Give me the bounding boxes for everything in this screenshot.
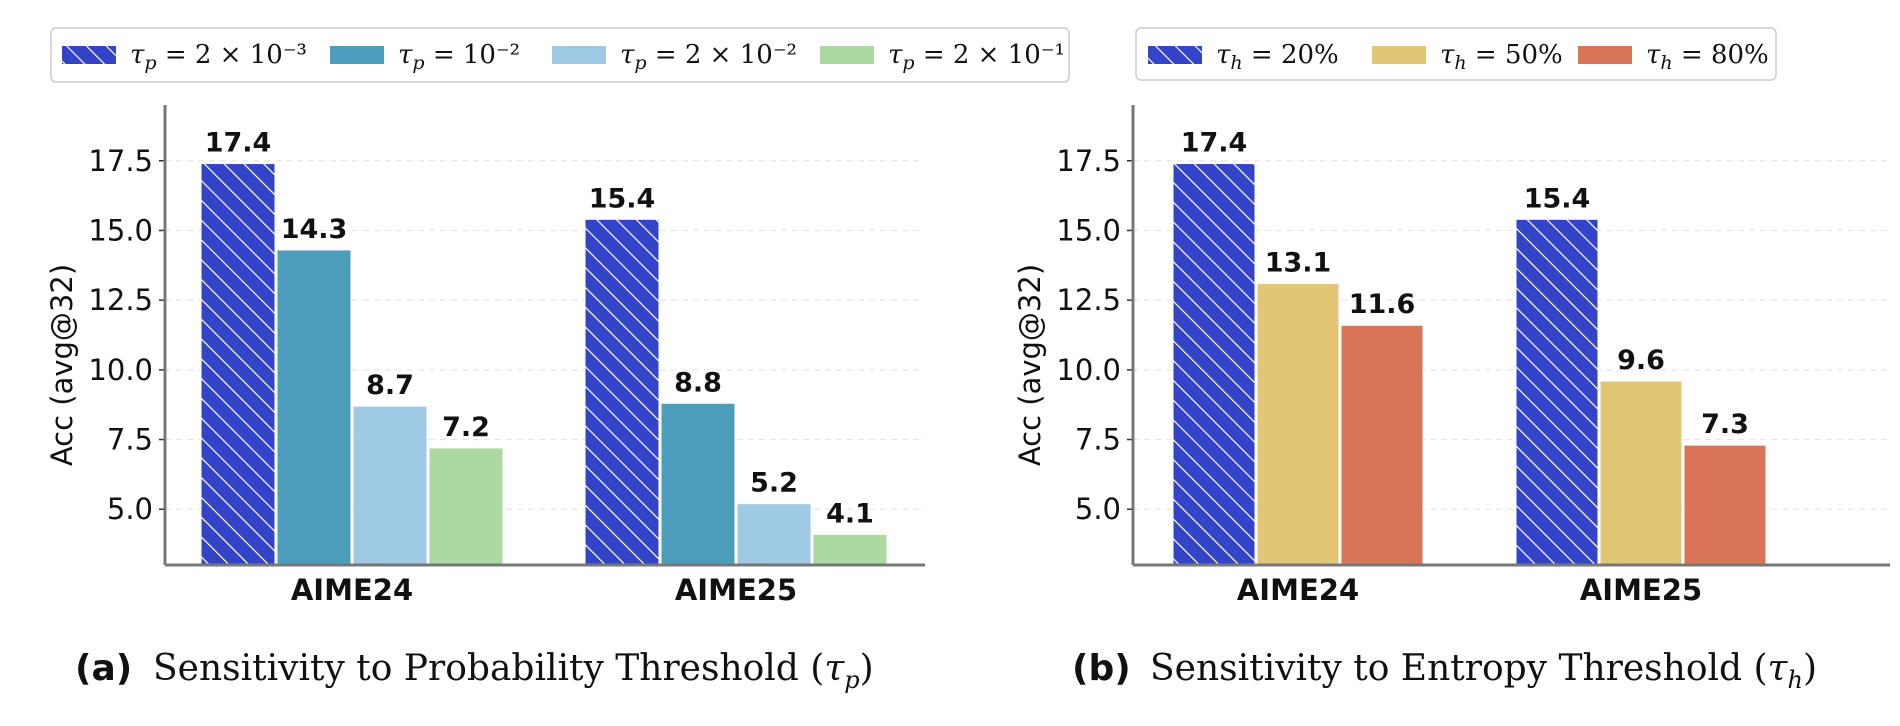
x-tick-label: AIME24 [1237,573,1359,607]
bar [200,163,276,566]
legend-entry: τp = 2 × 10⁻³ [130,40,307,74]
y-tick-label: 5.0 [1075,492,1121,526]
legend: τh = 20% τh = 50% τh = 80% [1135,27,1777,81]
chart-panel-a: 5.0 7.5 10.0 12.5 15.0 17.5 17.4 15.4 14.3 8.8 8.7… [45,27,1070,694]
bar-value-label: 4.1 [826,498,874,529]
legend-swatch [1578,46,1632,64]
bar [736,503,812,566]
legend-entry: τp = 2 × 10⁻² [620,40,797,74]
y-tick-label: 7.5 [107,423,153,457]
bar-value-label: 7.2 [442,412,490,443]
x-tick-label: AIME25 [1580,573,1702,607]
y-axis-label: Acc (avg@32) [1013,264,1047,466]
panel-label: (a) [75,648,132,689]
y-tick-label: 7.5 [1075,423,1121,457]
bar [428,447,504,566]
y-tick-label: 10.0 [1056,353,1121,387]
bar [584,218,660,566]
legend-swatch [62,46,116,64]
y-tick-label: 15.0 [88,213,153,247]
bar-value-label: 8.8 [674,367,722,398]
legend-swatch [1372,46,1426,64]
bar [1683,444,1767,566]
panel-caption: Sensitivity to Probability Threshold (τp… [153,648,874,694]
legend-entry: τh = 20% [1216,40,1339,74]
y-tick-label: 15.0 [1056,213,1121,247]
bar [276,249,352,566]
bar [660,402,736,566]
y-tick-label: 12.5 [1056,283,1121,317]
legend-swatch [330,46,384,64]
bar [1599,380,1683,566]
bar [352,405,428,566]
legend-entry: τh = 50% [1440,40,1563,74]
bar-value-label: 8.7 [366,370,414,401]
bar-value-label: 15.4 [589,183,656,214]
bar-value-label: 17.4 [1181,128,1248,159]
chart-panel-b: 5.0 7.5 10.0 12.5 15.0 17.5 17.4 15.4 13.1 9.6 11.… [1013,27,1890,694]
legend-entry: τh = 80% [1646,40,1769,74]
y-axis-label: Acc (avg@32) [45,264,79,466]
bar [812,533,888,566]
legend-swatch [552,46,606,64]
panel-caption: Sensitivity to Entropy Threshold (τh) [1150,648,1817,694]
legend-swatch [820,46,874,64]
y-tick-label: 17.5 [1056,144,1121,178]
bar-value-label: 9.6 [1617,345,1665,376]
bar-value-label: 14.3 [281,214,348,245]
bar-value-label: 13.1 [1265,247,1332,278]
legend-swatch [1148,46,1202,64]
bar [1256,282,1340,566]
y-tick-label: 10.0 [88,353,153,387]
bar-value-label: 5.2 [750,468,798,499]
y-tick-label: 17.5 [88,144,153,178]
y-tick-label: 5.0 [107,492,153,526]
bar-value-label: 15.4 [1524,183,1591,214]
x-tick-label: AIME25 [675,573,797,607]
bar-value-label: 7.3 [1701,409,1749,440]
bar-value-label: 17.4 [205,128,272,159]
legend-entry: τp = 10⁻² [398,40,520,74]
bar [1340,324,1424,566]
y-tick-label: 12.5 [88,283,153,317]
panel-label: (b) [1072,648,1131,689]
x-tick-label: AIME24 [291,573,413,607]
bar [1172,163,1256,566]
legend-frame [1135,27,1777,81]
legend: τp = 2 × 10⁻³ τp = 10⁻² τp = 2 × 10⁻² τp = … [50,27,1070,83]
legend-entry: τp = 2 × 10⁻¹ [888,40,1065,74]
bar-value-label: 11.6 [1349,289,1416,320]
bar [1515,218,1599,566]
